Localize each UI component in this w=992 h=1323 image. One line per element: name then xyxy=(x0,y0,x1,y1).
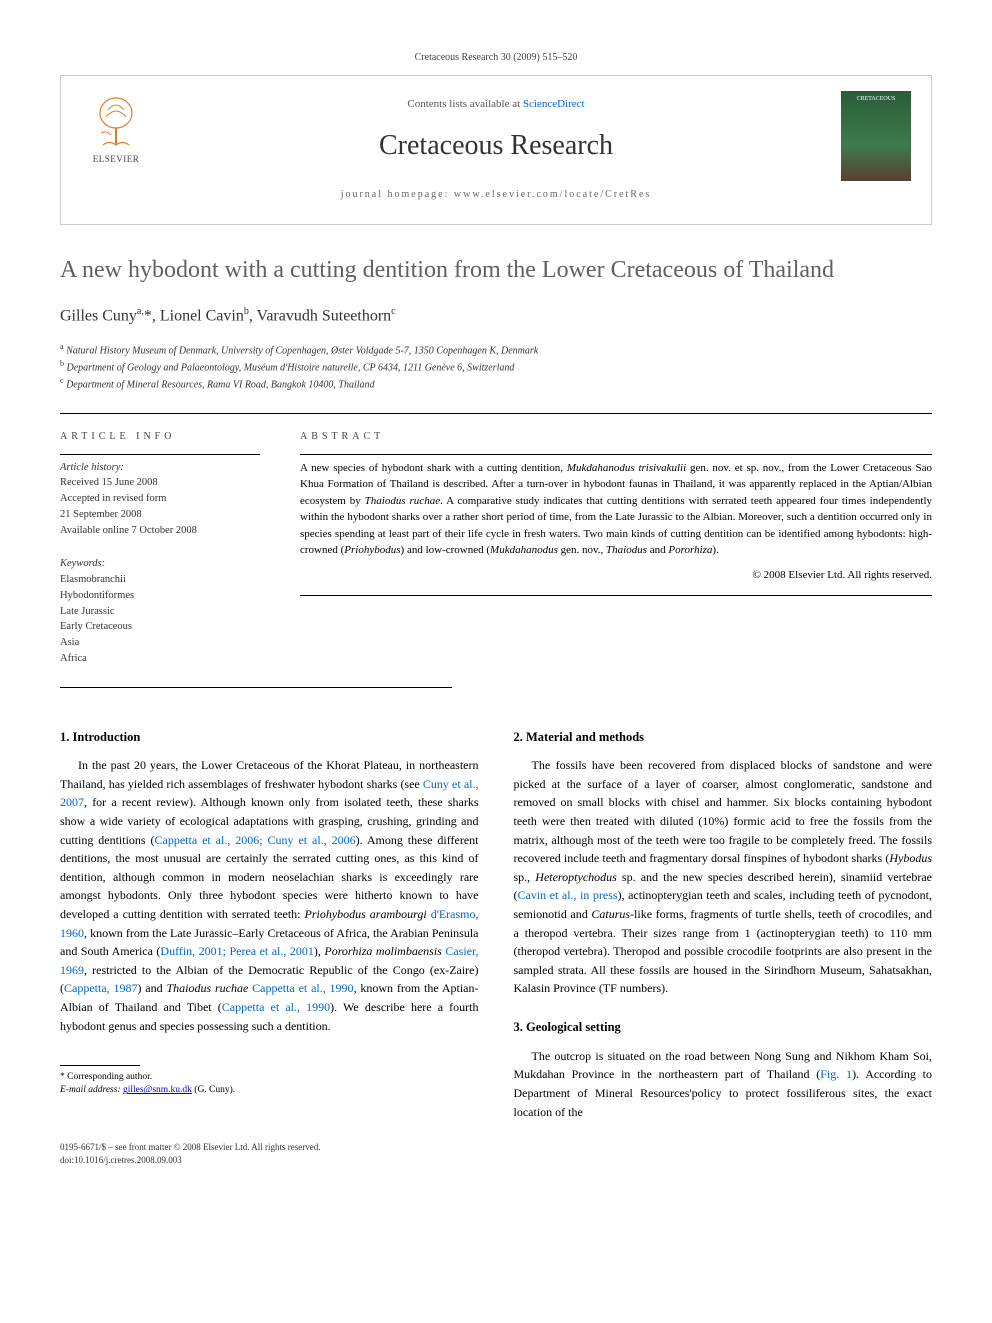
history-online: Available online 7 October 2008 xyxy=(60,523,260,539)
footer-issn: 0195-6671/$ – see front matter © 2008 El… xyxy=(60,1141,932,1154)
methods-body: The fossils have been recovered from dis… xyxy=(514,756,933,998)
keyword: Early Cretaceous xyxy=(60,619,260,635)
footer-doi: doi:10.1016/j.cretres.2008.09.003 xyxy=(60,1154,932,1167)
keyword: Late Jurassic xyxy=(60,604,260,620)
divider xyxy=(300,595,932,596)
history-title: Article history: xyxy=(60,460,260,476)
geology-body: The outcrop is situated on the road betw… xyxy=(514,1047,933,1121)
section-heading-methods: 2. Material and methods xyxy=(514,728,933,747)
keywords-title: Keywords: xyxy=(60,556,260,572)
corr-email-link[interactable]: gilles@snm.ku.dk xyxy=(123,1085,192,1095)
intro-body: In the past 20 years, the Lower Cretaceo… xyxy=(60,756,479,1035)
divider xyxy=(60,413,932,414)
journal-name: Cretaceous Research xyxy=(171,125,821,167)
homepage-url: www.elsevier.com/locate/CretRes xyxy=(454,189,651,200)
keyword: Hybodontiformes xyxy=(60,588,260,604)
abstract-text: A new species of hybodont shark with a c… xyxy=(300,460,932,559)
keyword: Asia xyxy=(60,635,260,651)
history-received: Received 15 June 2008 xyxy=(60,475,260,491)
history-revised: Accepted in revised form xyxy=(60,491,260,507)
keywords-block: Keywords: Elasmobranchii Hybodontiformes… xyxy=(60,556,260,666)
contents-prefix: Contents lists available at xyxy=(407,98,522,110)
homepage-prefix: journal homepage: xyxy=(341,189,454,200)
article-title: A new hybodont with a cutting dentition … xyxy=(60,255,932,286)
corresponding-author: * Corresponding author. xyxy=(60,1071,479,1084)
divider xyxy=(60,687,452,688)
article-info-label: ARTICLE INFO xyxy=(60,429,260,444)
keyword: Africa xyxy=(60,651,260,667)
affiliation-b: b Department of Geology and Palaeontolog… xyxy=(60,358,932,375)
abstract-copyright: © 2008 Elsevier Ltd. All rights reserved… xyxy=(300,567,932,584)
journal-cover-thumbnail: CRETACEOUS xyxy=(841,91,911,181)
contents-available-line: Contents lists available at ScienceDirec… xyxy=(171,96,821,113)
email-line: E-mail address: gilles@snm.ku.dk (G. Cun… xyxy=(60,1084,479,1097)
article-history-block: Article history: Received 15 June 2008 A… xyxy=(60,460,260,539)
homepage-line: journal homepage: www.elsevier.com/locat… xyxy=(171,187,821,202)
page-footer: 0195-6671/$ – see front matter © 2008 El… xyxy=(60,1141,932,1166)
sciencedirect-link[interactable]: ScienceDirect xyxy=(523,98,585,110)
elsevier-logo: ELSEVIER xyxy=(81,91,151,171)
keyword: Elasmobranchii xyxy=(60,572,260,588)
authors-line: Gilles Cunya,*, Lionel Cavinb, Varavudh … xyxy=(60,304,932,328)
affiliation-a: a Natural History Museum of Denmark, Uni… xyxy=(60,341,932,358)
journal-header-box: ELSEVIER Contents lists available at Sci… xyxy=(60,75,932,225)
elsevier-tree-icon xyxy=(91,95,141,150)
section-heading-intro: 1. Introduction xyxy=(60,728,479,747)
footnote-separator xyxy=(60,1065,140,1066)
divider xyxy=(300,454,932,455)
cover-label: CRETACEOUS xyxy=(845,95,907,104)
elsevier-label: ELSEVIER xyxy=(93,153,140,167)
divider xyxy=(60,454,260,455)
affiliation-c: c Department of Mineral Resources, Rama … xyxy=(60,375,932,392)
affiliations-block: a Natural History Museum of Denmark, Uni… xyxy=(60,341,932,393)
abstract-label: ABSTRACT xyxy=(300,429,932,444)
section-heading-geology: 3. Geological setting xyxy=(514,1018,933,1037)
running-head: Cretaceous Research 30 (2009) 515–520 xyxy=(60,50,932,65)
footnotes-block: * Corresponding author. E-mail address: … xyxy=(60,1071,479,1098)
history-revised-date: 21 September 2008 xyxy=(60,507,260,523)
